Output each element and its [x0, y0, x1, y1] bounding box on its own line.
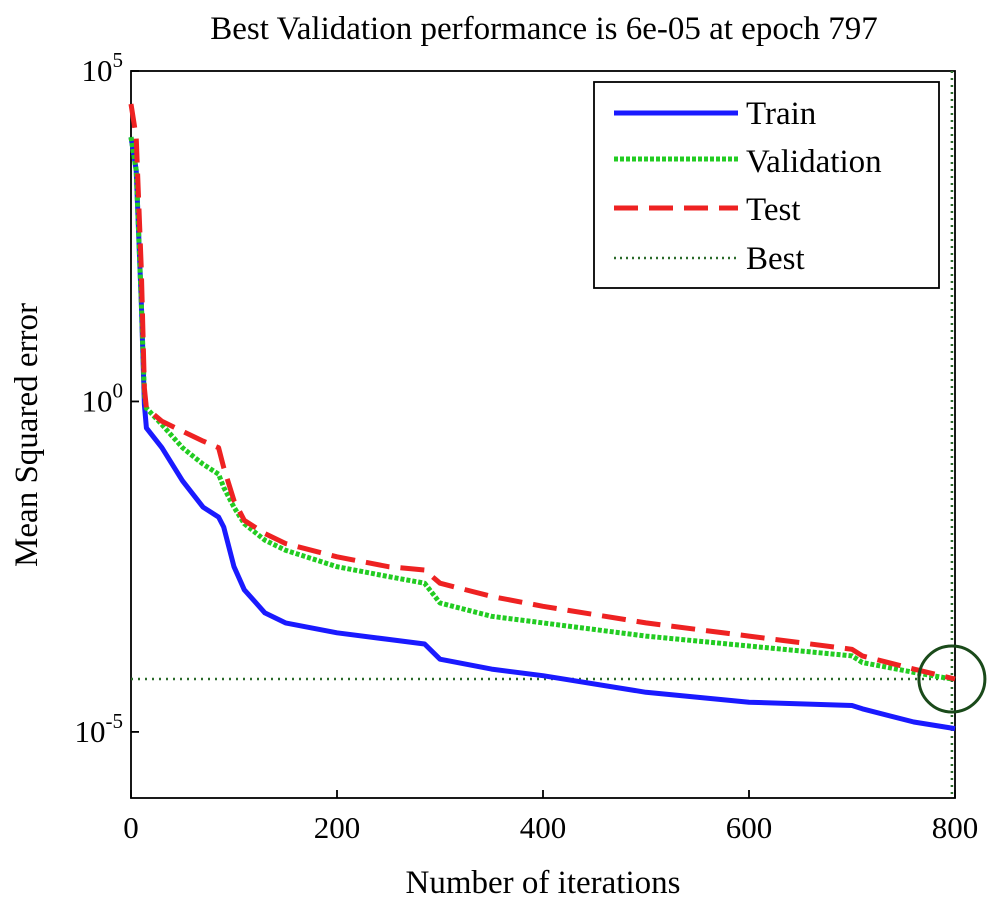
best-marker-lines	[131, 71, 955, 798]
series-line-train	[128, 136, 956, 732]
y-tick-label: 105	[82, 48, 124, 88]
series-layer	[128, 103, 956, 732]
legend: Train Validation Test Best	[593, 81, 940, 289]
legend-label-train: Train	[746, 96, 816, 132]
legend-label-validation: Validation	[746, 144, 882, 180]
x-tick-label: 800	[932, 810, 979, 845]
y-axis-label: Mean Squared error	[9, 303, 45, 567]
best-point-circle	[917, 644, 987, 714]
legend-box	[593, 81, 940, 289]
chart-title: Best Validation performance is 6e-05 at …	[210, 11, 877, 47]
x-axis-label: Number of iterations	[406, 865, 681, 901]
series-line-test	[128, 103, 956, 682]
x-tick-label: 400	[520, 810, 567, 845]
series-line-validation	[128, 136, 953, 682]
legend-label-test: Test	[746, 192, 801, 228]
ticks-layer: 0 200 400 600 800 105 100 10-5	[75, 48, 979, 845]
legend-label-best: Best	[746, 241, 805, 277]
x-tick-label: 0	[123, 810, 139, 845]
y-tick-label: 10-5	[75, 709, 124, 749]
x-tick-label: 200	[314, 810, 361, 845]
x-tick-label: 600	[726, 810, 773, 845]
y-tick-label: 100	[82, 378, 124, 418]
